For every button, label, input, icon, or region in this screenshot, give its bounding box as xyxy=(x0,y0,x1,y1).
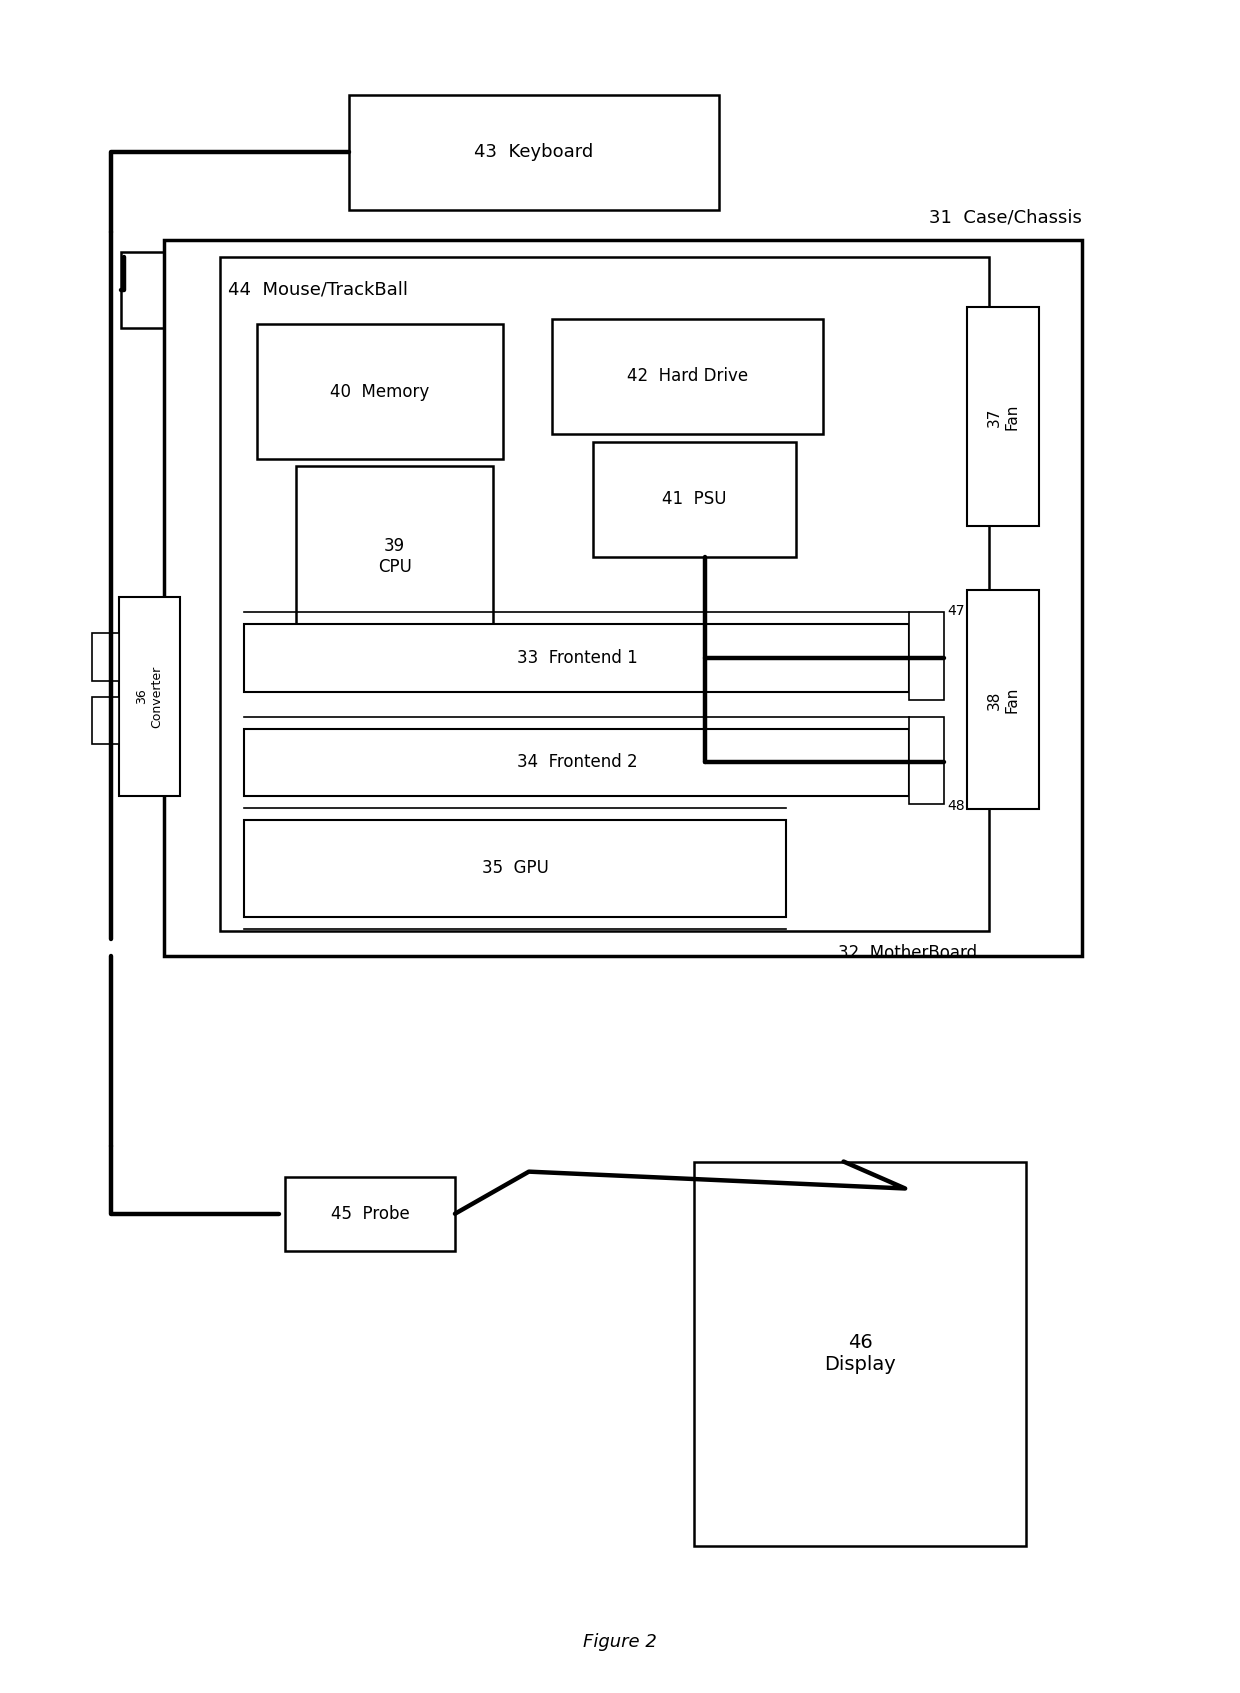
Text: 33  Frontend 1: 33 Frontend 1 xyxy=(517,648,637,667)
Bar xyxy=(164,240,1081,957)
Text: 41  PSU: 41 PSU xyxy=(662,491,727,508)
Text: 44  Mouse/TrackBall: 44 Mouse/TrackBall xyxy=(228,281,408,298)
Text: 35  GPU: 35 GPU xyxy=(482,860,549,877)
Bar xyxy=(967,308,1039,527)
Bar xyxy=(593,442,796,557)
Text: 37
Fan: 37 Fan xyxy=(987,403,1019,430)
Text: 36
Converter: 36 Converter xyxy=(135,665,164,728)
Bar xyxy=(244,819,786,918)
Text: 38
Fan: 38 Fan xyxy=(987,687,1019,713)
Text: 43  Keyboard: 43 Keyboard xyxy=(474,144,594,161)
Text: Figure 2: Figure 2 xyxy=(583,1632,657,1651)
Bar xyxy=(92,633,119,681)
Bar xyxy=(348,95,718,210)
Bar xyxy=(285,1177,455,1251)
Bar xyxy=(967,591,1039,809)
Bar xyxy=(296,466,494,648)
Bar xyxy=(219,257,990,931)
Bar xyxy=(694,1161,1027,1546)
Bar xyxy=(244,625,909,691)
Text: 32  MotherBoard: 32 MotherBoard xyxy=(838,945,977,962)
Bar xyxy=(909,613,944,699)
Bar xyxy=(92,698,119,745)
Text: 45  Probe: 45 Probe xyxy=(331,1205,409,1222)
Text: 46
Display: 46 Display xyxy=(825,1332,897,1375)
Bar xyxy=(552,320,823,433)
Text: 42  Hard Drive: 42 Hard Drive xyxy=(627,367,748,386)
Text: 34  Frontend 2: 34 Frontend 2 xyxy=(517,753,637,772)
Bar xyxy=(257,325,503,459)
Bar xyxy=(119,598,180,796)
Text: 31  Case/Chassis: 31 Case/Chassis xyxy=(929,208,1081,227)
Text: 39
CPU: 39 CPU xyxy=(378,537,412,576)
Bar xyxy=(244,728,909,796)
Bar xyxy=(909,716,944,804)
Text: 48: 48 xyxy=(947,799,965,813)
Bar xyxy=(122,252,213,328)
Text: 47: 47 xyxy=(947,604,965,618)
Text: 40  Memory: 40 Memory xyxy=(330,383,429,401)
